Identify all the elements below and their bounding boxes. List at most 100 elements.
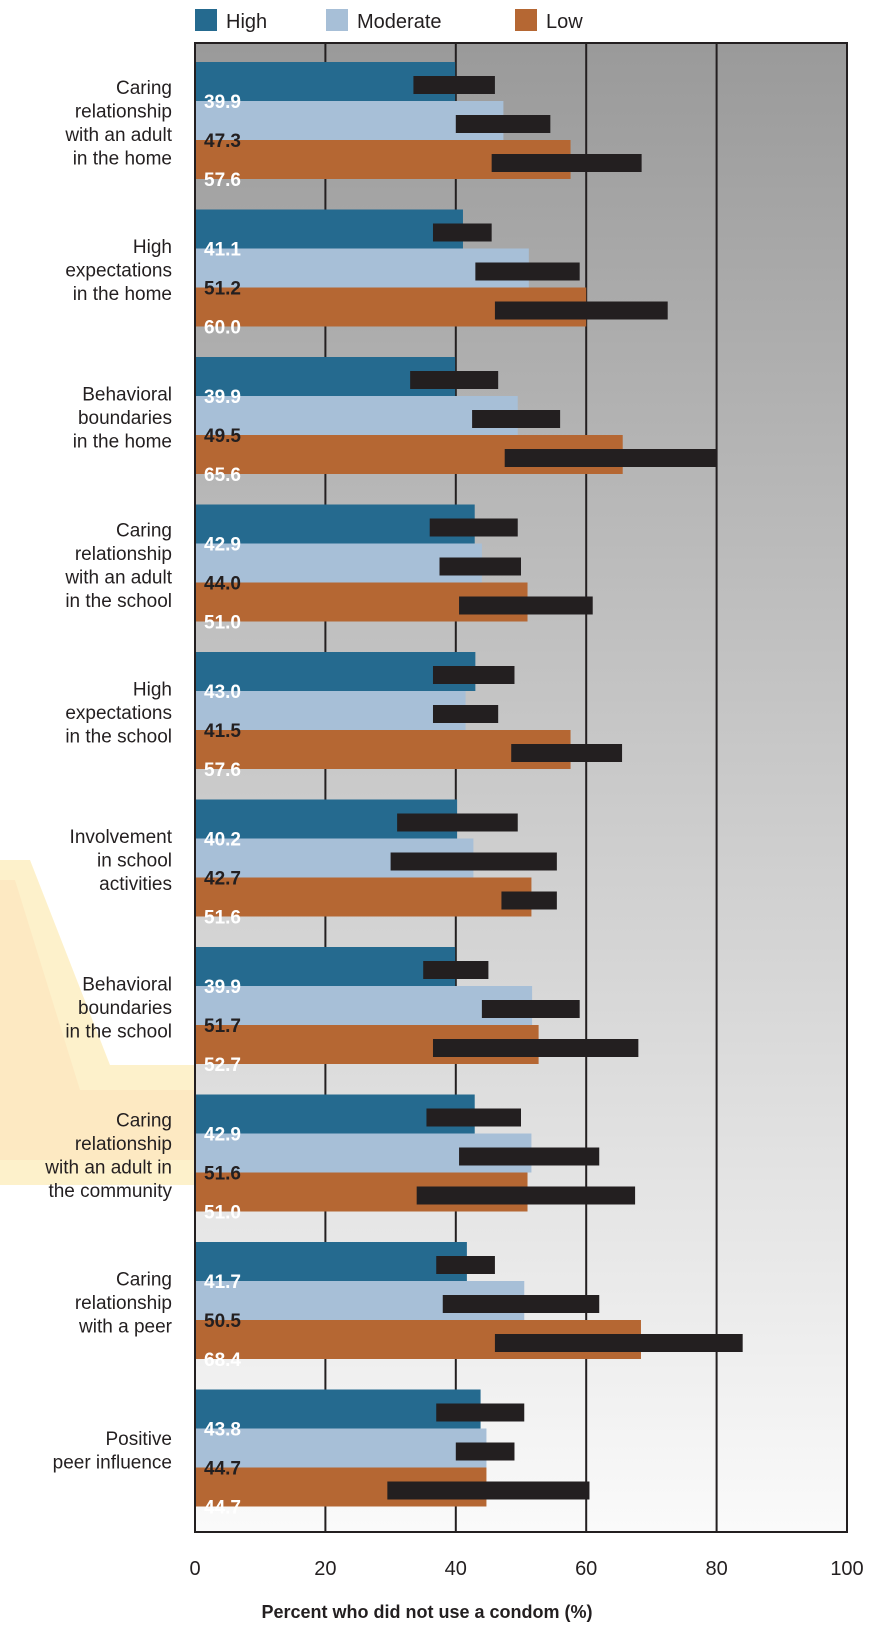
error-bar-high-2 bbox=[410, 371, 499, 389]
category-label-3-line-2: with an adult bbox=[64, 567, 172, 588]
category-label-7-line-2: with an adult in bbox=[44, 1157, 172, 1178]
category-label-0-line-2: with an adult bbox=[64, 125, 172, 146]
x-tick-labels: 0 20 40 60 80 100 bbox=[189, 1558, 863, 1580]
category-label-6-line-0: Behavioral bbox=[82, 975, 172, 996]
category-label-9-line-0: Positive bbox=[105, 1429, 172, 1450]
bar-moderate-6 bbox=[195, 986, 533, 1025]
error-bar-moderate-0 bbox=[455, 115, 551, 133]
error-bar-low-2 bbox=[504, 449, 717, 467]
legend-swatch-high bbox=[195, 9, 217, 31]
value-label-moderate-9: 44.7 bbox=[204, 1459, 241, 1480]
legend-label-high: High bbox=[226, 11, 267, 33]
value-label-moderate-4: 41.5 bbox=[204, 721, 241, 742]
value-label-high-0: 39.9 bbox=[204, 92, 241, 113]
value-label-low-8: 68.4 bbox=[204, 1350, 241, 1371]
error-bar-moderate-2 bbox=[472, 410, 561, 428]
value-label-low-9: 44.7 bbox=[204, 1498, 241, 1519]
bar-high-4 bbox=[195, 652, 476, 691]
error-bar-high-4 bbox=[432, 666, 515, 684]
bar-low-4 bbox=[195, 730, 571, 769]
value-label-low-2: 65.6 bbox=[204, 465, 241, 486]
value-label-high-3: 42.9 bbox=[204, 535, 241, 556]
category-label-5-line-0: Involvement bbox=[70, 827, 173, 848]
decorative-glow bbox=[0, 860, 200, 1185]
error-bar-high-3 bbox=[429, 518, 518, 537]
value-label-high-6: 39.9 bbox=[204, 977, 241, 998]
bar-moderate-3 bbox=[195, 543, 482, 583]
x-axis-title: Percent who did not use a condom (%) bbox=[261, 1602, 592, 1622]
category-label-2-line-0: Behavioral bbox=[82, 385, 172, 406]
x-tick-20: 20 bbox=[314, 1558, 336, 1580]
category-label-7-line-0: Caring bbox=[116, 1110, 172, 1131]
bar-low-5 bbox=[195, 877, 532, 917]
error-bar-low-9 bbox=[387, 1481, 590, 1500]
category-label-2-line-1: boundaries bbox=[78, 408, 172, 429]
value-label-low-7: 51.0 bbox=[204, 1203, 241, 1224]
bar-moderate-2 bbox=[195, 396, 518, 435]
value-label-high-4: 43.0 bbox=[204, 682, 241, 703]
error-bars bbox=[387, 76, 743, 1500]
bar-moderate-1 bbox=[195, 248, 529, 288]
category-label-2-line-2: in the home bbox=[73, 432, 172, 453]
error-bar-low-1 bbox=[494, 301, 668, 320]
legend: High Moderate Low bbox=[195, 9, 583, 33]
category-label-3-line-1: relationship bbox=[75, 544, 172, 565]
bar-high-8 bbox=[195, 1242, 467, 1281]
category-label-4-line-1: expectations bbox=[65, 703, 172, 724]
category-label-8-line-2: with a peer bbox=[78, 1317, 173, 1338]
category-label-0-line-3: in the home bbox=[73, 148, 172, 169]
category-label-1-line-1: expectations bbox=[65, 261, 172, 282]
error-bar-low-0 bbox=[491, 154, 642, 172]
error-bar-moderate-7 bbox=[459, 1147, 600, 1166]
error-bar-high-8 bbox=[436, 1256, 495, 1274]
error-bar-high-0 bbox=[413, 76, 495, 94]
x-tick-80: 80 bbox=[705, 1558, 727, 1580]
bar-high-0 bbox=[195, 62, 456, 101]
legend-label-moderate: Moderate bbox=[357, 11, 442, 33]
value-label-low-4: 57.6 bbox=[204, 760, 241, 781]
legend-swatch-low bbox=[515, 9, 537, 31]
category-label-0-line-0: Caring bbox=[116, 78, 172, 99]
x-tick-40: 40 bbox=[445, 1558, 467, 1580]
x-tick-100: 100 bbox=[830, 1558, 863, 1580]
error-bar-low-7 bbox=[416, 1186, 636, 1205]
value-label-high-9: 43.8 bbox=[204, 1420, 241, 1441]
category-label-7-line-1: relationship bbox=[75, 1134, 172, 1155]
value-label-moderate-7: 51.6 bbox=[204, 1164, 241, 1185]
value-label-high-7: 42.9 bbox=[204, 1125, 241, 1146]
error-bar-low-3 bbox=[459, 596, 593, 615]
category-label-4-line-2: in the school bbox=[65, 727, 172, 748]
value-label-moderate-0: 47.3 bbox=[204, 131, 241, 152]
value-label-low-6: 52.7 bbox=[204, 1055, 241, 1076]
x-tick-60: 60 bbox=[575, 1558, 597, 1580]
category-label-6-line-2: in the school bbox=[65, 1022, 172, 1043]
error-bar-high-6 bbox=[423, 961, 489, 979]
category-label-8-line-0: Caring bbox=[116, 1270, 172, 1291]
legend-label-low: Low bbox=[546, 11, 583, 33]
error-bar-moderate-8 bbox=[442, 1295, 600, 1313]
legend-swatch-moderate bbox=[326, 9, 348, 31]
category-label-1-line-0: High bbox=[133, 237, 172, 258]
bar-high-1 bbox=[195, 209, 463, 249]
category-label-3-line-3: in the school bbox=[65, 591, 172, 612]
category-label-3-line-0: Caring bbox=[116, 520, 172, 541]
value-label-low-3: 51.0 bbox=[204, 613, 241, 634]
value-label-moderate-5: 42.7 bbox=[204, 869, 241, 890]
category-label-6-line-1: boundaries bbox=[78, 998, 172, 1019]
value-label-low-5: 51.6 bbox=[204, 908, 241, 929]
error-bar-high-5 bbox=[397, 813, 518, 832]
plot-frame bbox=[194, 42, 848, 1533]
bar-moderate-9 bbox=[195, 1428, 487, 1468]
error-bar-moderate-5 bbox=[390, 852, 557, 871]
value-label-low-0: 57.6 bbox=[204, 170, 241, 191]
value-label-moderate-1: 51.2 bbox=[204, 279, 241, 300]
error-bar-low-5 bbox=[501, 891, 557, 910]
value-labels: 39.9 47.3 57.6 41.1 51.2 60.0 39.9 49.5 65.6 42.9… bbox=[204, 92, 241, 1519]
category-label-0-line-1: relationship bbox=[75, 101, 172, 122]
value-label-moderate-2: 49.5 bbox=[204, 426, 241, 447]
value-label-high-1: 41.1 bbox=[204, 240, 241, 261]
bar-moderate-0 bbox=[195, 101, 504, 140]
category-label-5-line-1: in school bbox=[97, 851, 172, 872]
bar-high-6 bbox=[195, 947, 456, 986]
